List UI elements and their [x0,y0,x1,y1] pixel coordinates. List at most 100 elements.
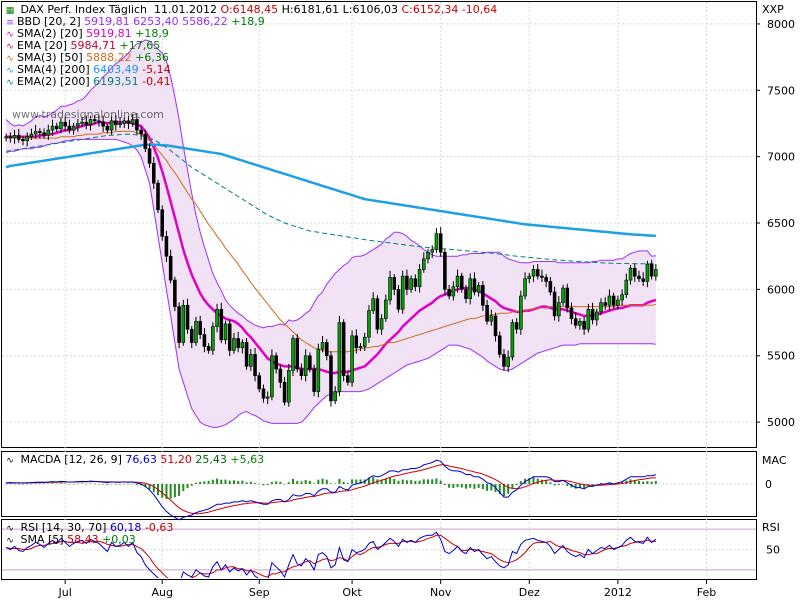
macd-histogram-bar [165,484,168,500]
candle-body [540,275,544,278]
macd-histogram-bar [540,479,543,484]
candle-body [590,308,595,321]
indicator-name: BBD [20, 2] [17,15,85,28]
candle-body [320,342,325,350]
line-icon: ∿ [6,54,14,64]
indicator-value: 6193,51 [93,75,143,88]
indicator-change: +18,9 [135,27,169,40]
macd-axis-label: MAC [762,454,787,467]
macd-histogram-bar [507,484,510,494]
candle-body [476,285,481,293]
candle-body [215,308,219,327]
candle-body [362,336,367,347]
candle-body [375,298,380,330]
macd-histogram-bar [135,484,138,485]
macd-histogram-bar [469,484,472,488]
macd-histogram-bar [232,480,235,484]
indicator-value: 5984,71 [70,39,120,52]
candle-body [12,135,17,139]
macd-histogram-bar [140,484,143,486]
candle-body [573,318,578,326]
candle-body [523,278,527,297]
candle-body [236,338,240,349]
candle-body [189,328,194,343]
candle-body [46,129,51,136]
macd-histogram-bar [106,484,109,485]
macd-histogram-bar [422,479,425,484]
candle-body [316,348,321,392]
macd-histogram-bar [481,484,484,490]
macd-histogram-bar [30,483,33,485]
indicator-legend-list: ≡ BBD [20, 2] 5919,81 6253,40 5586,22 +18… [5,15,497,89]
time-tick-label: Sep [249,586,270,599]
candle-body [649,263,654,277]
header-high: H:6181,61 [281,3,340,16]
candle-body [552,291,557,317]
time-tick-label: Nov [430,586,452,599]
candle-body [371,298,375,311]
macd-histogram-bar [536,478,539,484]
macd-histogram-bar [456,484,459,488]
candle-body [392,277,397,290]
macd-histogram-bar [389,477,392,484]
candle-body [198,320,202,335]
candle-body [329,355,333,402]
macd-histogram-bar [194,482,197,484]
macd-histogram-bar [464,484,467,489]
macd-histogram-bar [553,484,556,486]
candle-body [578,320,582,326]
candle-body [38,131,42,134]
candle-body [270,355,274,398]
candle-body [156,182,160,211]
candle-body [80,121,84,124]
candle-body [544,277,548,282]
indicator-change: +6,36 [135,51,169,64]
macd-histogram-bar [473,484,476,489]
candle-body [489,315,494,322]
indicator-legend-row: ∿ EMA(2) [200] 6193,51 -0,41 [5,75,497,89]
macd-histogram-bar [123,483,126,485]
macd-histogram-bar [359,479,362,484]
macd-histogram-bar [557,484,560,486]
candle-body [341,322,346,376]
macd-histogram-bar [127,484,130,485]
candle-body [88,119,93,126]
macd-legend: ∿ MACDA [12, 26, 9] 76,63 51,20 25,43 +5… [5,454,264,467]
candle-body [548,281,553,293]
price-tick-label: 6000 [767,283,795,296]
indicator-legend-row: ∿ EMA [20] 5984,71 +17,65 [5,39,497,53]
header-low: L:6106,03 [342,3,398,16]
macd-histogram-bar [317,479,320,484]
macd-histogram-bar [89,483,92,485]
candle-body [468,278,472,299]
macd-histogram-bar [633,480,636,484]
candle-body [63,121,67,127]
macd-value-1: 76,63 [125,453,157,466]
indicator-legend-row: ∿ SMA(2) [20] 5919,81 +18,9 [5,27,497,41]
price-tick-label: 7000 [767,151,795,164]
macd-histogram-bar [410,480,413,484]
candle-body [4,136,8,139]
band-icon: ≡ [6,18,14,28]
macd-histogram-bar [270,481,273,484]
macd-histogram-bar [574,484,577,489]
candle-body [219,308,224,341]
candle-body [194,320,198,343]
candle-body [261,388,266,399]
macd-histogram-bar [296,480,299,484]
candle-body [244,342,249,367]
candle-body [126,120,131,124]
macd-histogram-bar [431,479,434,484]
macd-histogram-bar [443,484,446,486]
candle-body [240,342,245,349]
macd-histogram-bar [346,483,349,484]
candle-body [303,355,308,376]
candle-body [451,286,456,297]
macd-histogram-bar [287,482,290,484]
candle-body [168,255,173,281]
rsi-legend-change: -0,63 [144,521,174,534]
macd-histogram-bar [566,484,569,486]
candle-body [67,125,72,131]
candle-body [8,136,13,139]
candle-body [354,335,359,349]
